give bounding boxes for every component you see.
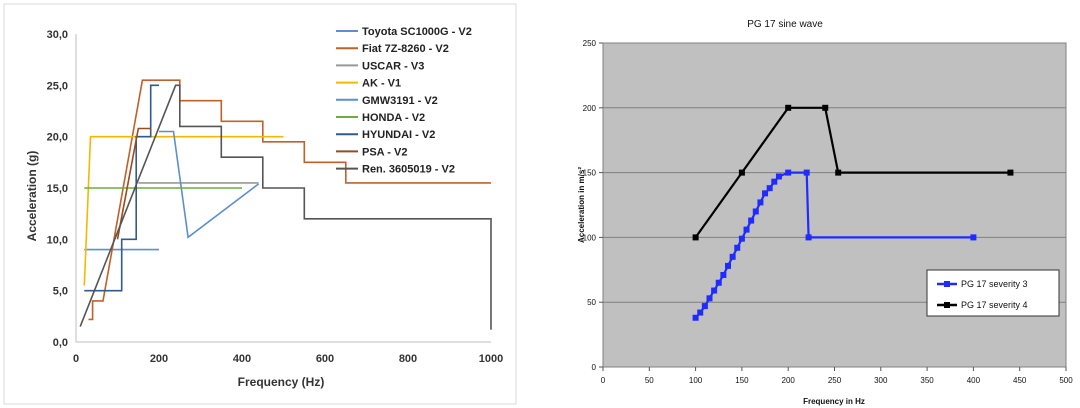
right-x-tick-label: 300 <box>874 376 888 385</box>
right-ticks: 0 50 100 150 200 250 300 350 400 450 500 0 50 100 150 2… <box>583 39 1074 385</box>
left-legend-label: AK - V1 <box>362 78 401 90</box>
right-x-tick-label: 200 <box>782 376 796 385</box>
left-x-tick-label: 1000 <box>479 353 503 365</box>
right-series-marker <box>775 173 782 180</box>
right-x-tick-label: 150 <box>735 376 749 385</box>
left-x-tick-label: 200 <box>150 353 168 365</box>
right-x-tick-label: 100 <box>689 376 703 385</box>
right-legend: PG 17 severity 3 PG 17 severity 4 <box>926 269 1060 317</box>
right-series-marker <box>738 235 745 242</box>
right-series-marker <box>743 226 750 233</box>
right-chart-title: PG 17 sine wave <box>747 19 823 30</box>
left-x-axis-label: Frequency (Hz) <box>238 375 325 389</box>
right-series-marker <box>706 295 713 302</box>
right-y-tick-label: 250 <box>583 39 597 48</box>
left-y-tick-label: 10,0 <box>47 234 68 246</box>
left-series-line-ren-3605019-v2 <box>79 84 492 330</box>
right-series-marker <box>805 234 812 241</box>
right-series-marker <box>1007 169 1014 176</box>
left-x-tick-label: 0 <box>73 353 79 365</box>
left-x-tick-label: 800 <box>399 353 417 365</box>
right-series-marker <box>720 271 727 278</box>
left-y-tick-label: 0,0 <box>53 337 68 349</box>
right-series-marker <box>729 253 736 260</box>
left-legend-label: Fiat 7Z-8260 - V2 <box>362 43 449 55</box>
left-y-tick-label: 15,0 <box>47 183 68 195</box>
left-ticks: 0 200 400 600 800 1000 0,0 5,0 10,0 15,0 20,0 25,0 3… <box>47 29 504 365</box>
left-series-lines <box>79 79 492 330</box>
left-y-tick-label: 30,0 <box>47 29 68 41</box>
right-series-marker <box>762 190 769 197</box>
left-axes <box>75 34 491 343</box>
left-legend-label: HYUNDAI - V2 <box>362 129 435 141</box>
right-chart: PG 17 sine wave 0 50 100 150 200 250 300 350 400… <box>577 19 1073 406</box>
right-x-tick-label: 250 <box>828 376 842 385</box>
right-series-marker <box>692 314 699 321</box>
right-legend-label: PG 17 severity 4 <box>961 300 1028 310</box>
right-series-marker <box>738 169 745 176</box>
right-series-marker <box>785 104 792 111</box>
right-series-marker <box>771 178 778 185</box>
right-y-axis-label: Acceleration in m/s² <box>577 167 586 243</box>
right-x-tick-label: 400 <box>967 376 981 385</box>
right-plot-area <box>602 42 1067 368</box>
right-series-marker <box>835 169 842 176</box>
right-y-tick-label: 150 <box>583 169 597 178</box>
left-series-line-ak-v1 <box>83 135 284 286</box>
left-series-line-gmw3191-v2 <box>159 130 260 239</box>
left-series-line-fiat-7z-8260-v2 <box>88 79 491 321</box>
right-series-marker <box>715 279 722 286</box>
right-x-tick-label: 0 <box>601 376 606 385</box>
right-series-lines <box>692 104 1014 321</box>
left-legend-label: GMW3191 - V2 <box>362 95 438 107</box>
left-legend-label: Ren. 3605019 - V2 <box>362 164 455 176</box>
left-chart: 0 200 400 600 800 1000 0,0 5,0 10,0 15,0 20,0 25,0 3… <box>3 3 517 405</box>
right-legend-label: PG 17 severity 3 <box>961 279 1028 289</box>
left-legend-label: HONDA - V2 <box>362 112 425 124</box>
right-series-marker <box>803 169 810 176</box>
right-x-axis-label: Frequency in Hz <box>803 397 865 406</box>
right-series-marker <box>748 217 755 224</box>
left-chart-frame <box>3 3 517 405</box>
left-y-tick-label: 20,0 <box>47 132 68 144</box>
left-series-line-hyundai-v2 <box>84 84 159 292</box>
right-series-marker <box>734 244 741 251</box>
right-x-tick-label: 50 <box>645 376 654 385</box>
right-series-marker <box>757 199 764 206</box>
left-y-tick-label: 25,0 <box>47 80 68 92</box>
left-legend-label: Toyota SC1000G - V2 <box>362 26 472 38</box>
right-y-tick-label: 0 <box>592 363 597 372</box>
right-x-tick-label: 350 <box>920 376 934 385</box>
right-y-tick-label: 200 <box>583 104 597 113</box>
right-series-line-pg-17-severity-4 <box>694 106 1011 239</box>
left-x-tick-label: 600 <box>316 353 334 365</box>
right-series-marker <box>701 303 708 310</box>
right-x-tick-label: 500 <box>1059 376 1073 385</box>
right-series-marker <box>692 234 699 241</box>
left-y-tick-label: 5,0 <box>53 286 68 298</box>
right-series-marker <box>970 234 977 241</box>
left-series-line-psa-v2 <box>116 127 151 240</box>
right-series-marker <box>711 287 718 294</box>
left-x-tick-label: 400 <box>233 353 251 365</box>
left-y-axis-label: Acceleration (g) <box>25 151 39 242</box>
right-legend-box <box>926 269 1060 317</box>
left-legend-label: USCAR - V3 <box>362 60 424 72</box>
right-series-marker <box>766 185 773 192</box>
right-series-marker <box>752 208 759 215</box>
right-y-tick-label: 50 <box>587 298 596 307</box>
right-series-marker <box>697 309 704 316</box>
right-series-marker <box>725 262 732 269</box>
right-y-tick-label: 100 <box>583 233 597 242</box>
left-legend-label: PSA - V2 <box>362 146 407 158</box>
right-legend-marker <box>944 302 950 308</box>
left-legend: Toyota SC1000G - V2 Fiat 7Z-8260 - V2 USCA… <box>336 26 472 176</box>
right-legend-marker <box>944 281 950 287</box>
right-series-marker <box>822 104 829 111</box>
right-x-tick-label: 450 <box>1013 376 1027 385</box>
right-series-marker <box>785 169 792 176</box>
